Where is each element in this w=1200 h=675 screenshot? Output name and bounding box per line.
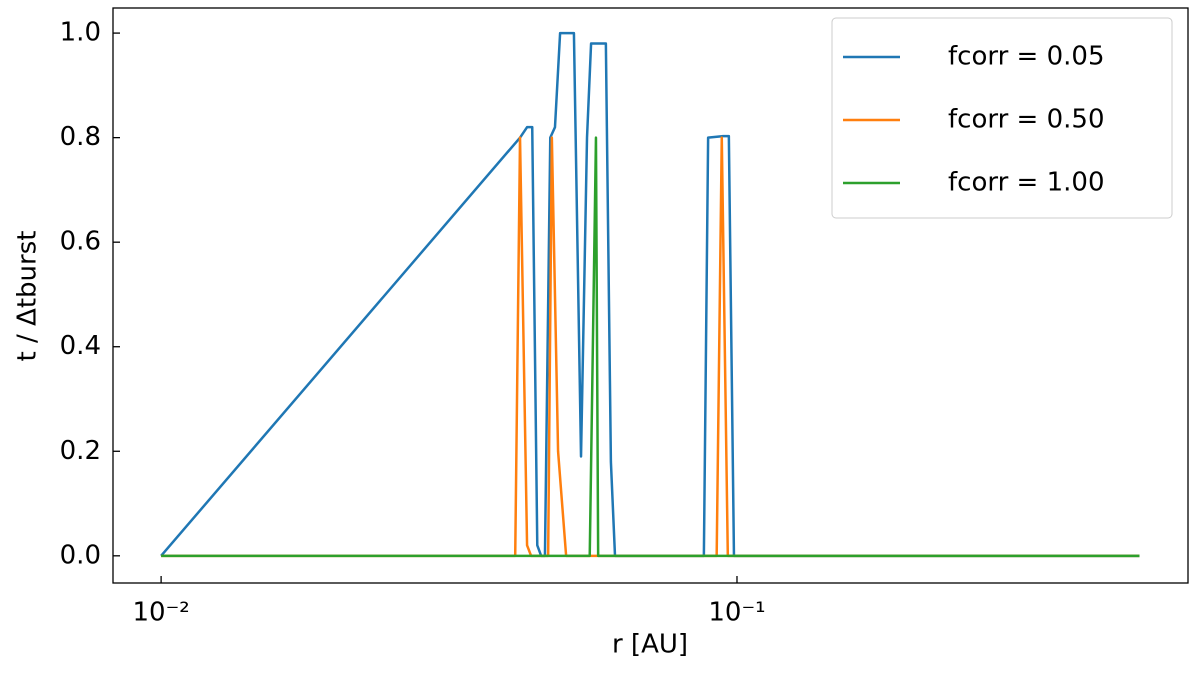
line [161,136,1140,558]
plot-frame [112,7,1189,584]
y-axis-label: t / Δtburst [13,231,43,362]
legend-label: fcorr = 0.50 [948,105,1104,135]
y-tick-label: 0.6 [60,227,101,257]
y-tick-label: 0.0 [60,540,101,570]
x-axis-label: r [AU] [612,630,688,660]
line [161,136,1140,558]
y-tick-label: 0.4 [60,331,101,361]
y-tick-label: 0.2 [60,436,101,466]
line [160,31,1140,558]
y-tick-label: 0.8 [60,122,101,152]
x-tick-label: 10⁻¹ [708,598,765,628]
x-tick-label: 10⁻² [132,598,189,628]
legend-box [831,17,1173,219]
y-tick-label: 1.0 [60,18,101,48]
legend-label: fcorr = 1.00 [948,168,1104,198]
legend-label: fcorr = 0.05 [948,42,1104,72]
